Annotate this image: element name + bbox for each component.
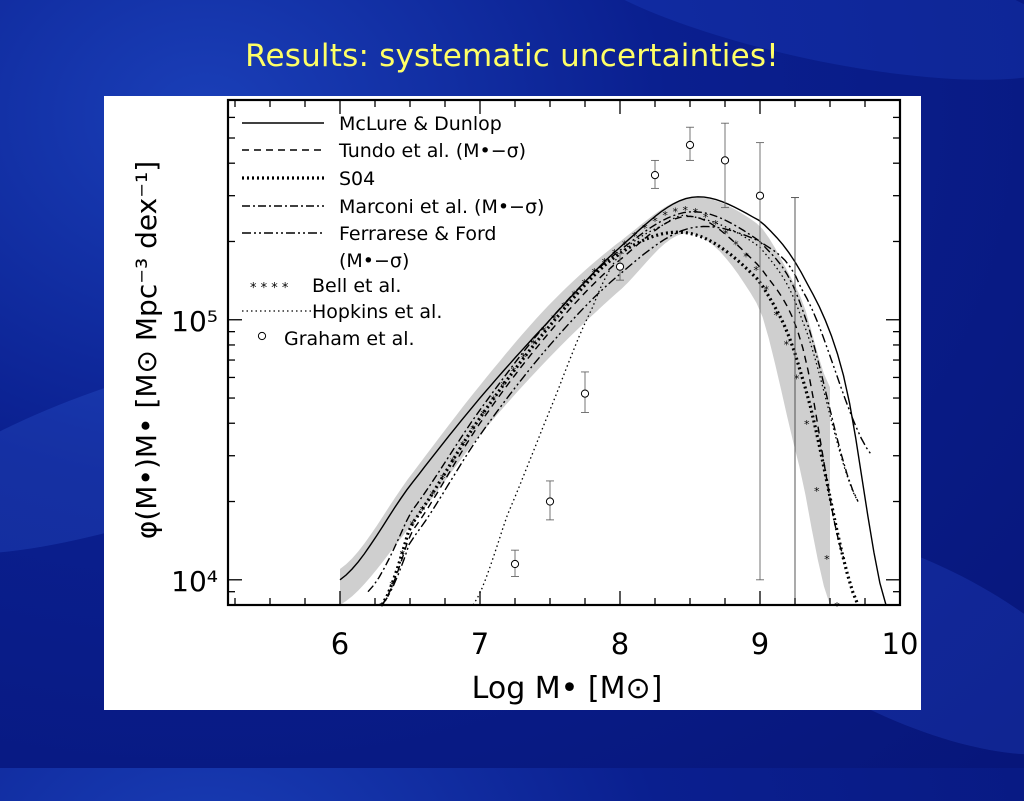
x-tick-label: 6 bbox=[331, 627, 349, 661]
plot-frame bbox=[226, 98, 902, 607]
star-marker: * bbox=[541, 325, 547, 338]
y-axis-label: φ(M•)M• [M⊙ Mpc⁻³ dex⁻¹] bbox=[130, 161, 163, 539]
circle-marker bbox=[510, 559, 520, 569]
star-marker: * bbox=[551, 312, 557, 325]
star-marker: * bbox=[743, 251, 749, 264]
y-tick-label: 10⁴ bbox=[171, 565, 218, 598]
star-marker: * bbox=[733, 238, 739, 251]
series-1-line bbox=[381, 215, 845, 606]
star-marker: * bbox=[834, 600, 840, 613]
legend-layer: McLure & Dunlop Tundo et al. (M•−σ) S04 Mar… bbox=[242, 113, 544, 350]
star-marker: * bbox=[753, 264, 759, 277]
star-marker: * bbox=[490, 394, 496, 407]
legend-swatch-stars: * * * * bbox=[250, 281, 289, 296]
star-marker: * bbox=[511, 365, 517, 378]
star-marker: * bbox=[824, 553, 830, 566]
circle-marker bbox=[755, 191, 765, 200]
graham-point bbox=[720, 122, 730, 209]
star-marker: * bbox=[622, 239, 628, 252]
x-tick-label: 7 bbox=[471, 627, 489, 661]
star-marker: * bbox=[420, 504, 426, 517]
legend-label: (M•−σ) bbox=[339, 250, 409, 272]
star-marker: * bbox=[501, 379, 507, 392]
tick-label-layer: 6 7 8 9 10 10⁴ 10⁵ bbox=[171, 305, 918, 661]
star-marker: * bbox=[450, 456, 456, 469]
star-marker: * bbox=[379, 600, 385, 613]
legend-label: Hopkins et al. bbox=[312, 301, 442, 323]
star-marker: * bbox=[763, 283, 769, 296]
series-3-line bbox=[367, 211, 859, 593]
star-marker: * bbox=[470, 423, 476, 436]
star-marker: * bbox=[521, 351, 527, 364]
figure-panel: * * * * * * * * * * * * * * * * * * * * * * * * * * * * * * * * * * * * * * * *… bbox=[104, 96, 921, 710]
y-tick-label: 10⁵ bbox=[171, 305, 218, 338]
star-marker: * bbox=[693, 206, 699, 219]
graham-point bbox=[580, 371, 590, 413]
star-marker: * bbox=[814, 485, 820, 498]
graham-point bbox=[685, 126, 695, 161]
legend-label: McLure & Dunlop bbox=[339, 113, 502, 135]
x-tick-label: 9 bbox=[751, 627, 769, 661]
graham-point bbox=[650, 159, 660, 189]
graham-point bbox=[615, 252, 625, 281]
legend-label: Tundo et al. (M•−σ) bbox=[338, 140, 526, 162]
star-marker: * bbox=[784, 338, 790, 351]
circle-marker bbox=[720, 156, 730, 165]
series-4-line bbox=[381, 225, 873, 606]
star-marker: * bbox=[652, 215, 658, 228]
x-tick-label: 10 bbox=[882, 627, 919, 661]
star-marker: * bbox=[662, 209, 668, 222]
star-marker: * bbox=[804, 418, 810, 431]
star-marker: * bbox=[410, 519, 416, 532]
x-tick-label: 8 bbox=[611, 627, 629, 661]
star-marker: * bbox=[713, 218, 719, 231]
star-marker: * bbox=[430, 488, 436, 501]
star-marker: * bbox=[794, 372, 800, 385]
tick-layer bbox=[228, 99, 900, 606]
circle-marker bbox=[615, 262, 625, 271]
star-marker: * bbox=[571, 288, 577, 301]
slide-title: Results: systematic uncertainties! bbox=[245, 38, 779, 74]
star-marker: * bbox=[723, 228, 729, 241]
star-marker: * bbox=[460, 439, 466, 452]
star-marker: * bbox=[642, 222, 648, 235]
legend-label: Ferrarese & Ford bbox=[339, 223, 497, 245]
star-marker: * bbox=[672, 205, 678, 218]
circle-marker bbox=[580, 389, 590, 398]
legend-label: Marconi et al. (M•−σ) bbox=[339, 196, 544, 218]
star-marker: * bbox=[581, 277, 587, 290]
star-marker: * bbox=[531, 338, 537, 351]
star-marker: * bbox=[440, 472, 446, 485]
circle-marker bbox=[545, 497, 555, 506]
legend-label: Graham et al. bbox=[284, 328, 415, 350]
star-marker: * bbox=[399, 548, 405, 561]
x-axis-label: Log M• [M⊙] bbox=[472, 671, 663, 706]
star-marker: * bbox=[592, 266, 598, 279]
star-marker: * bbox=[602, 256, 608, 269]
star-marker: * bbox=[389, 579, 395, 592]
graham-point bbox=[545, 480, 555, 521]
graham-point bbox=[755, 142, 765, 581]
uncertainty-band-layer bbox=[340, 197, 830, 606]
star-marker: * bbox=[683, 204, 689, 217]
star-marker: * bbox=[561, 300, 567, 313]
graham-point bbox=[510, 549, 520, 577]
scatter-layer bbox=[510, 122, 799, 605]
series-bell-stars: * * * * * * * * * * * * * * * * * * * * * * * * * * * * * * * * * * * * * * * *… bbox=[379, 204, 840, 613]
star-marker: * bbox=[612, 247, 618, 260]
legend-circle-swatch bbox=[257, 331, 267, 341]
circle-marker bbox=[650, 170, 660, 180]
star-marker: * bbox=[703, 211, 709, 224]
circle-marker bbox=[685, 140, 695, 150]
legend-label: Bell et al. bbox=[312, 275, 401, 297]
mass-function-chart: * * * * * * * * * * * * * * * * * * * * * * * * * * * * * * * * * * * * * * * *… bbox=[130, 98, 918, 706]
series-6-line bbox=[472, 214, 859, 606]
star-marker: * bbox=[632, 230, 638, 243]
star-marker: * bbox=[480, 408, 486, 421]
star-marker: * bbox=[774, 309, 780, 322]
legend-label: S04 bbox=[339, 168, 375, 190]
uncertainty-band bbox=[340, 197, 830, 606]
